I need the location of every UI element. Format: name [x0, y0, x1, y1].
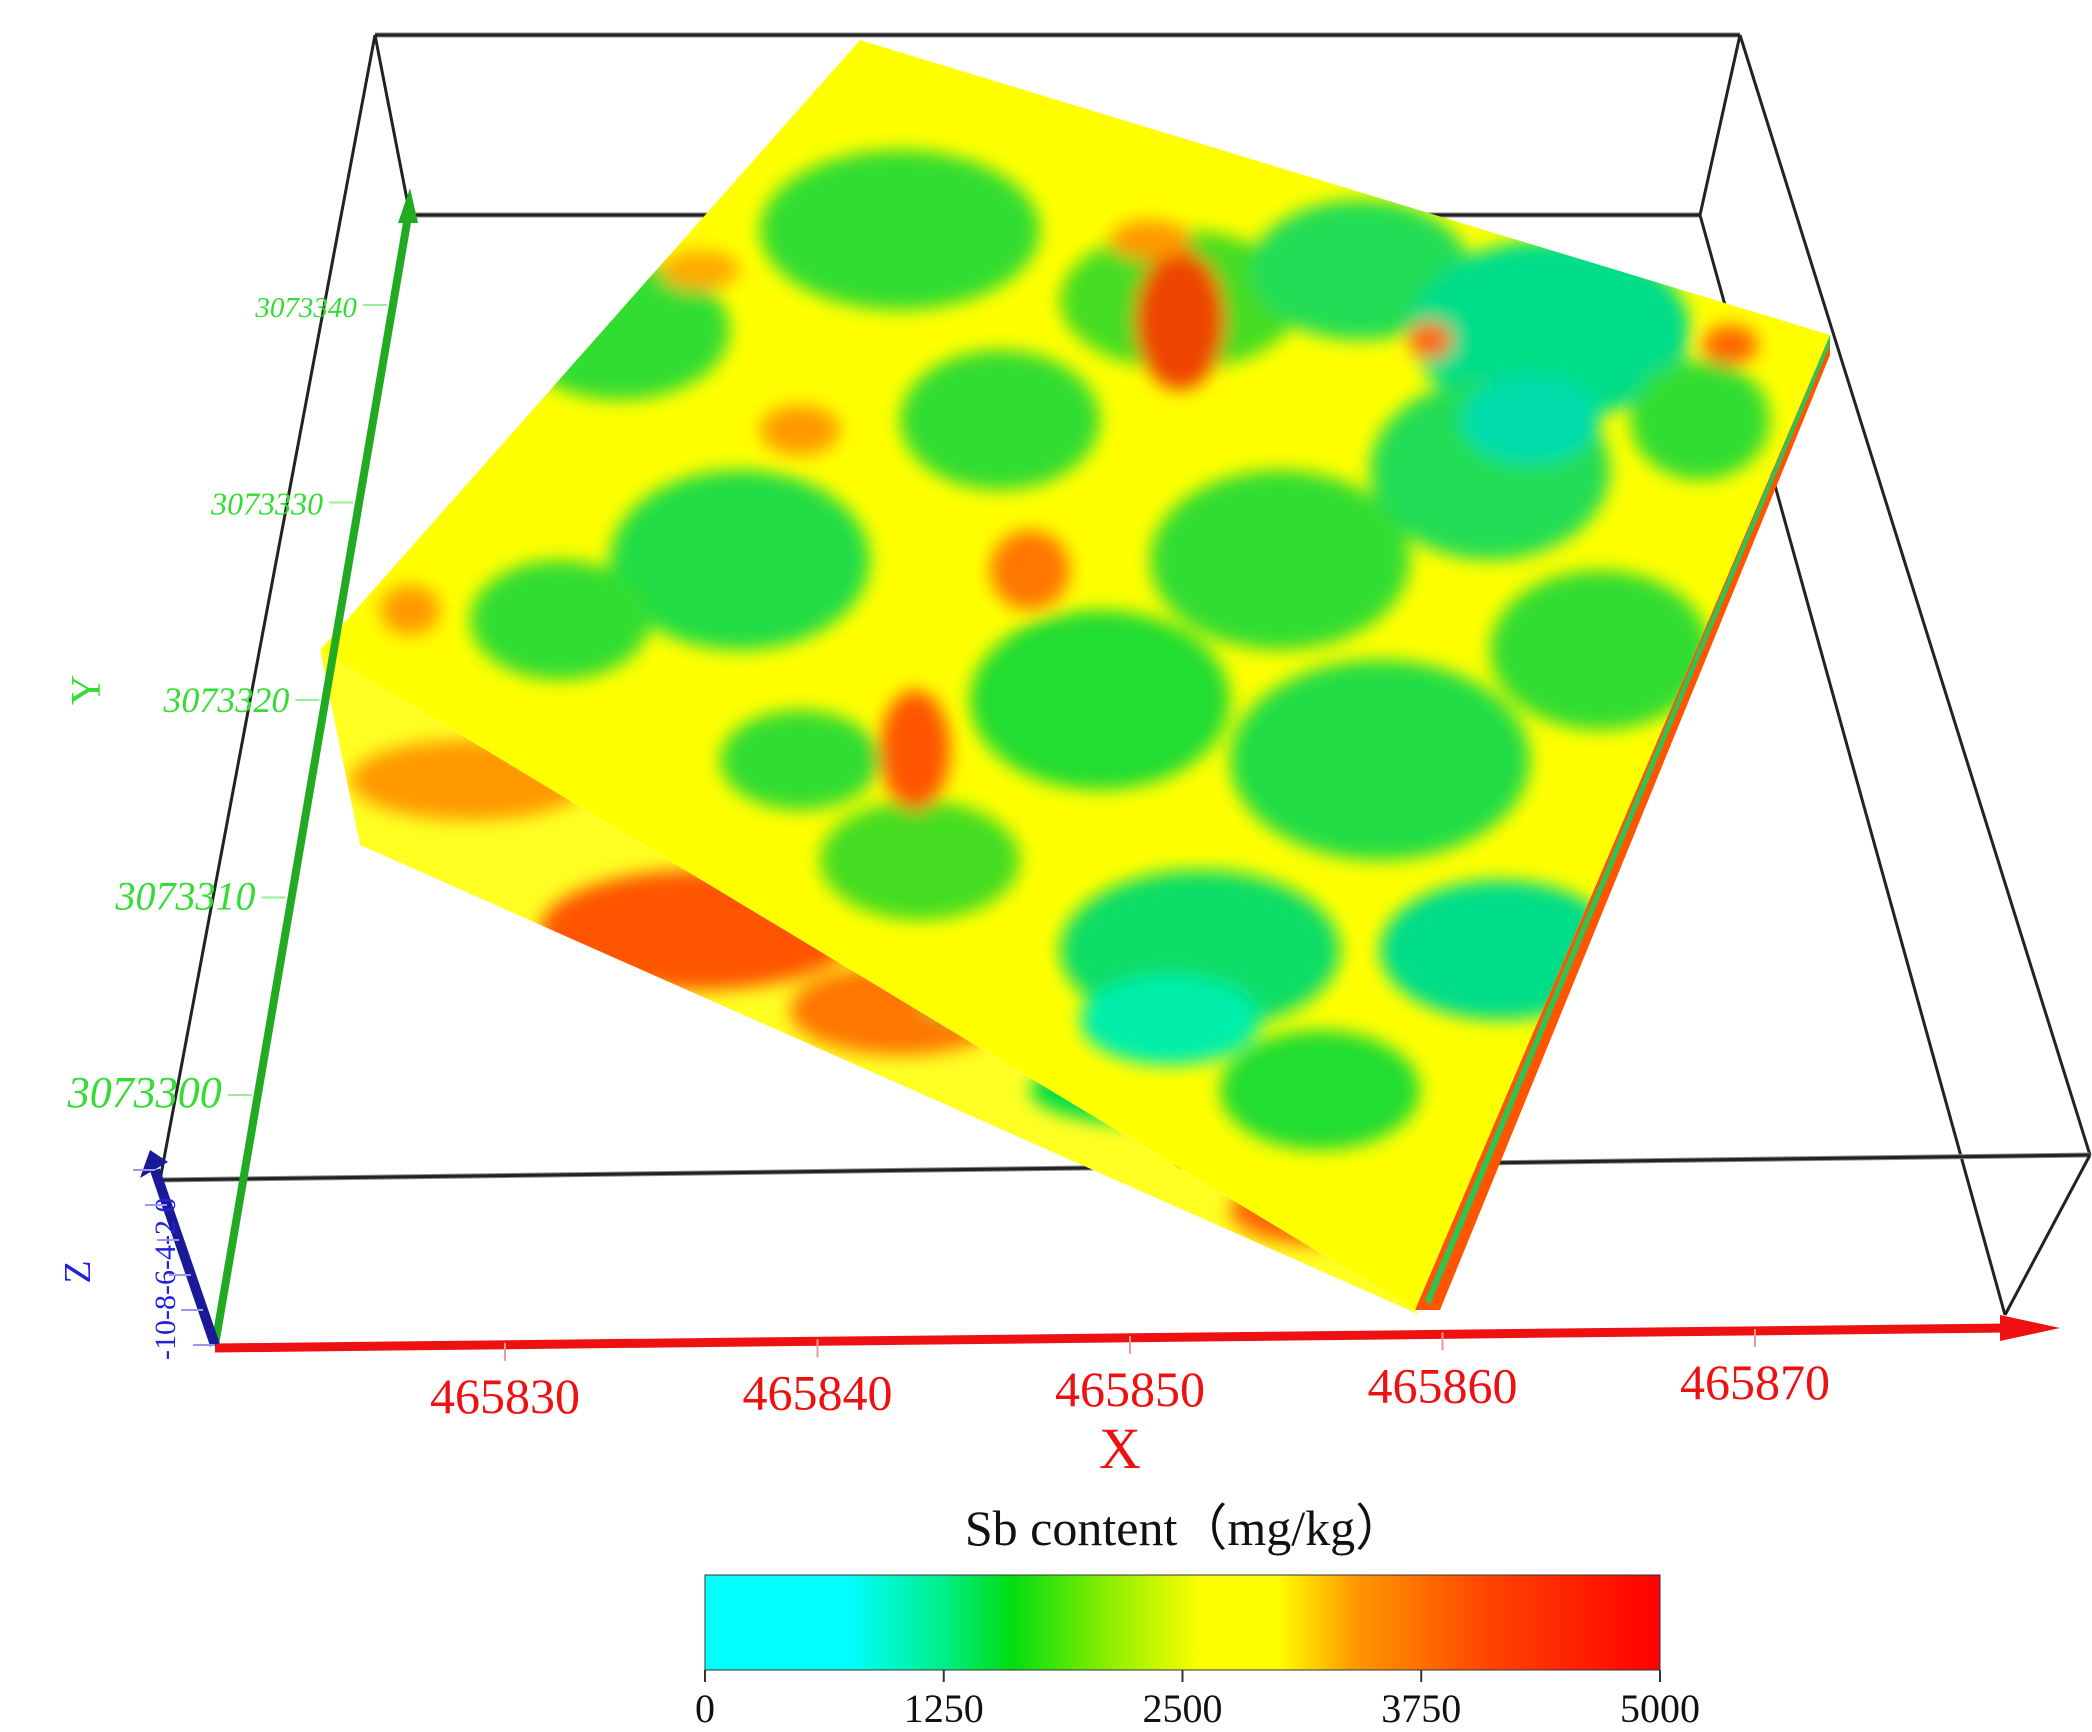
sb-block-model	[320, 40, 1830, 1315]
colorbar: Sb content（mg/kg） 0 1250 2500 3750 5000	[695, 1500, 1700, 1731]
x-tick-label: 465860	[1368, 1357, 1518, 1413]
y-axis-line	[211, 204, 414, 1346]
x-axis-ticks: 465830 465840 465850 465860 465870	[430, 1329, 1830, 1424]
z-axis-title: Z	[57, 1260, 99, 1283]
colorbar-tick-label: 1250	[904, 1686, 984, 1731]
z-axis-tick-labels: -10-8-6-4-2 0	[149, 1198, 182, 1360]
colorbar-gradient	[704, 1574, 1661, 1671]
colorbar-tick-label: 5000	[1620, 1686, 1700, 1731]
x-tick-label: 465830	[430, 1368, 580, 1424]
x-tick-label: 465870	[1680, 1354, 1830, 1410]
y-tick-label: 3073310	[115, 874, 256, 919]
colorbar-tick-label: 2500	[1143, 1686, 1223, 1731]
z-axis-line	[150, 1168, 220, 1347]
y-tick-label: 3073330	[210, 486, 323, 522]
colorbar-tick-label: 0	[695, 1686, 715, 1731]
axes	[140, 188, 2060, 1353]
colorbar-tick-label: 3750	[1381, 1686, 1461, 1731]
x-tick-label: 465850	[1055, 1361, 1205, 1417]
y-tick-label: 3073300	[67, 1068, 222, 1117]
z-axis-ticks	[133, 1169, 215, 1346]
colorbar-title: Sb content（mg/kg）	[965, 1500, 1405, 1556]
x-tick-label: 465840	[743, 1364, 893, 1420]
colorbar-ticks: 0 1250 2500 3750 5000	[695, 1670, 1700, 1731]
y-tick-label: 3073320	[162, 680, 289, 720]
y-tick-label: 3073340	[254, 292, 357, 324]
y-axis-arrow	[398, 188, 418, 223]
x-axis-arrow	[2000, 1315, 2060, 1341]
y-axis-ticks: 3073300 3073310 3073320 3073330 3073340	[67, 292, 387, 1117]
x-axis-line	[214, 1323, 2011, 1353]
y-axis-title: Y	[64, 675, 110, 705]
block-top-face	[320, 40, 1830, 1310]
x-axis-title: X	[1099, 1416, 1141, 1481]
